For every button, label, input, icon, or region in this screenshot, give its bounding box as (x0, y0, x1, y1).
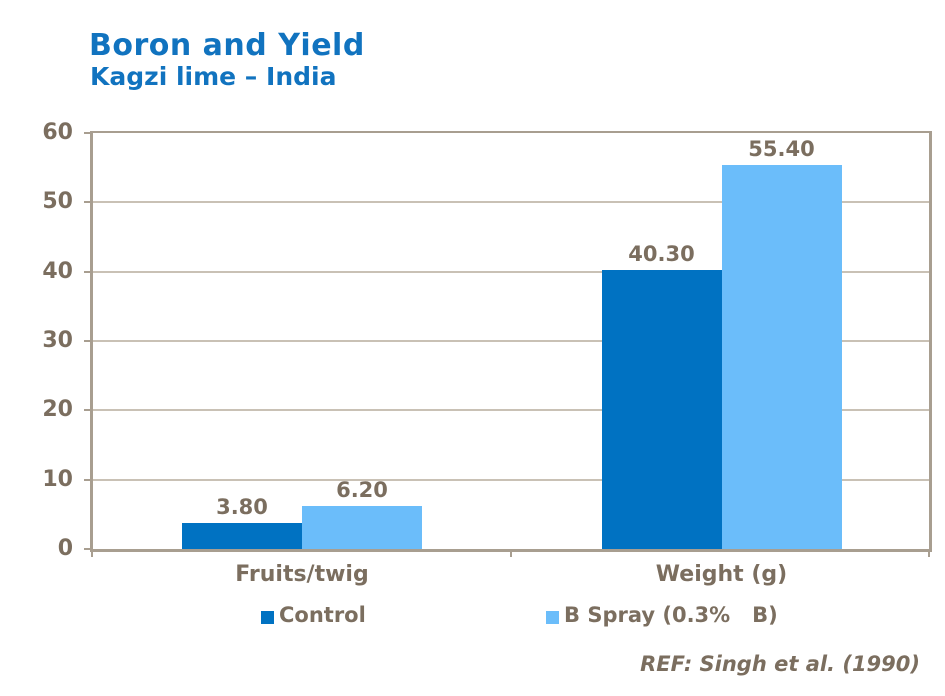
gridline (93, 270, 929, 273)
chart-subtitle: Kagzi lime – India (90, 62, 337, 91)
y-axis-tick-label: 0 (57, 536, 73, 561)
y-axis-tick (84, 132, 92, 134)
category-label-weight-g: Weight (g) (655, 562, 788, 587)
gridline (93, 409, 929, 412)
value-label: 40.30 (628, 242, 695, 266)
category-label-fruits-twig: Fruits/twig (235, 562, 369, 587)
plot-area (90, 131, 932, 552)
reference-text: REF: Singh et al. (1990) (640, 652, 920, 676)
legend-swatch-b-spray-0-3-b (546, 611, 559, 624)
bar-b-spray-0-3-b-fruits-twig (302, 506, 422, 549)
value-label: 55.40 (748, 137, 815, 161)
y-axis-tick-label: 40 (42, 258, 73, 284)
bar-b-spray-0-3-b-weight-g (721, 165, 842, 549)
value-label: 3.80 (216, 495, 268, 519)
y-axis-tick (84, 201, 92, 204)
chart-title: Boron and Yield (89, 28, 365, 63)
value-label: 6.20 (336, 478, 388, 502)
gridline (93, 478, 929, 481)
bar-control-weight-g (601, 270, 722, 549)
y-axis-tick (84, 340, 92, 342)
y-axis-tick-label: 60 (42, 120, 73, 145)
y-axis-tick-label: 20 (42, 397, 73, 423)
y-axis-tick-label: 10 (42, 466, 73, 492)
x-axis-tick (510, 549, 512, 557)
gridline (93, 201, 929, 204)
gridline (93, 340, 929, 342)
x-axis-tick (91, 549, 93, 557)
x-axis-tick (928, 549, 930, 557)
y-axis-tick (84, 409, 92, 412)
legend-swatch-control (261, 611, 274, 624)
legend-label: B Spray (0.3% B) (564, 603, 778, 627)
y-axis-tick-label: 30 (42, 328, 73, 353)
y-axis-tick (84, 548, 92, 550)
y-axis-tick (84, 478, 92, 481)
y-axis-tick (84, 270, 92, 273)
y-axis-tick-label: 50 (42, 189, 73, 215)
legend-label: Control (279, 603, 366, 627)
bar-control-fruits-twig (182, 523, 302, 549)
